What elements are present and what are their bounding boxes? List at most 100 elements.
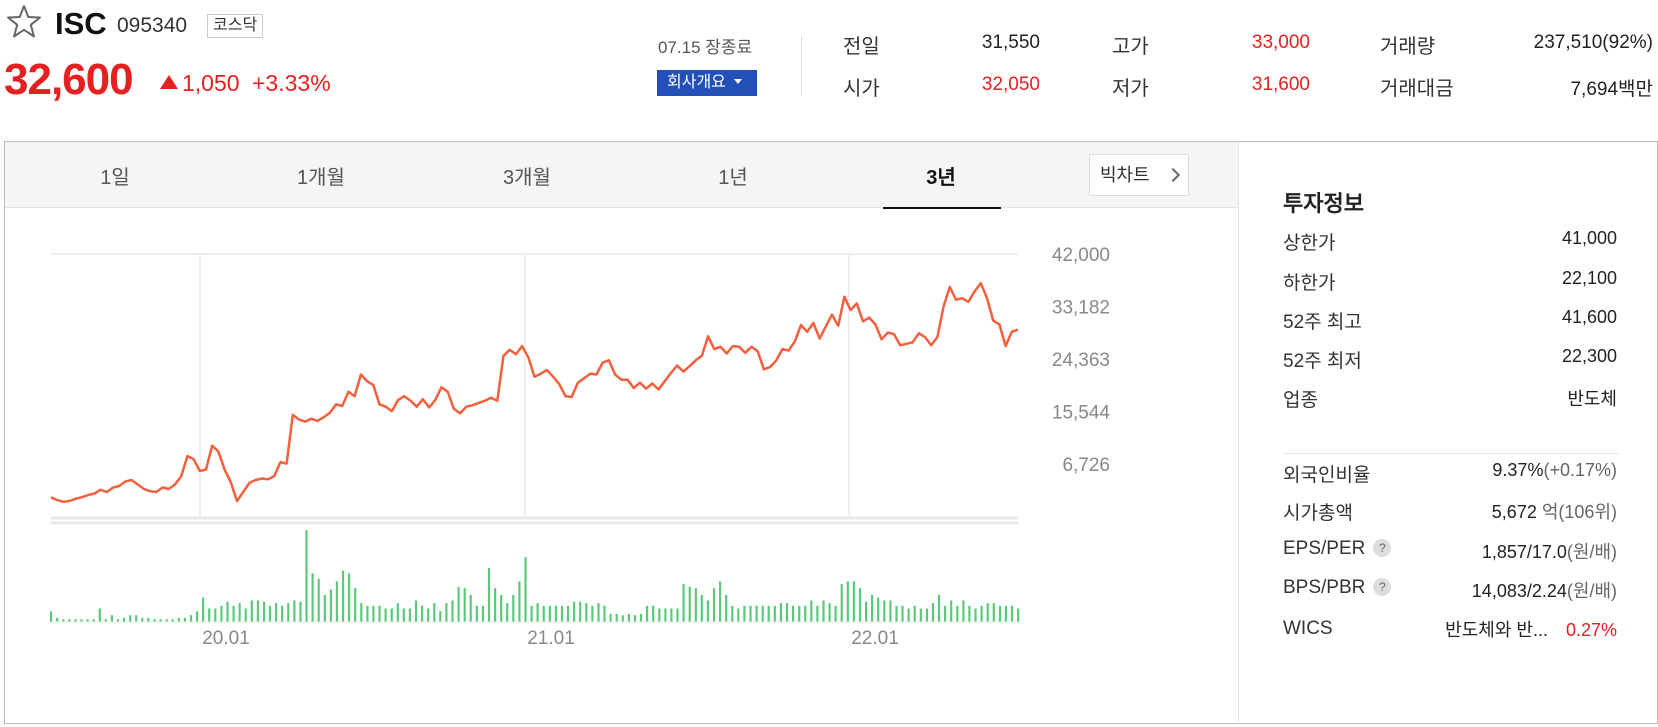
- volume-bar: [658, 608, 661, 622]
- volume-bar: [268, 605, 272, 622]
- volume-bar: [974, 608, 977, 622]
- volume-bar: [262, 601, 266, 622]
- volume-bar: [360, 603, 363, 622]
- volume-bar: [840, 584, 843, 622]
- volume-bar: [804, 605, 807, 622]
- volume-bar: [944, 605, 947, 622]
- volume-bar: [177, 617, 180, 622]
- foreign-ratio-change: (+0.17%): [1543, 460, 1617, 480]
- volume-bar: [828, 603, 831, 622]
- volume-bar: [1004, 605, 1007, 622]
- y-tick-label: 33,182: [1052, 298, 1110, 319]
- volume-bar: [566, 605, 570, 622]
- volume-bar: [256, 600, 259, 622]
- volume-bar: [238, 603, 241, 622]
- volume-bar: [384, 608, 387, 622]
- volume-bar: [834, 605, 837, 622]
- volume-bar: [159, 619, 162, 622]
- volume-bar: [86, 619, 89, 622]
- volume-bar: [50, 611, 53, 622]
- quote-value-volume: 237,510(92%): [1533, 32, 1653, 53]
- volume-bar: [706, 600, 709, 622]
- volume-bar: [116, 619, 120, 622]
- big-chart-button[interactable]: 빅차트: [1089, 154, 1189, 196]
- y-tick-label: 24,363: [1052, 350, 1110, 371]
- volume-bar: [171, 619, 174, 622]
- stock-header: ISC 095340 코스닥 32,600 1,050 +3.33% 07.15…: [0, 0, 1658, 130]
- eps-per-value: 1,857/17.0(원/배): [1482, 538, 1617, 564]
- company-overview-button[interactable]: 회사개요: [657, 70, 757, 96]
- market-date-status: 07.15 장종료: [658, 38, 753, 57]
- volume-bar: [408, 608, 411, 622]
- bps-pbr-unit: (원/배): [1566, 581, 1617, 601]
- wics-label: WICS: [1283, 618, 1333, 639]
- volume-bar: [603, 605, 606, 622]
- wics-percent: 0.27%: [1565, 620, 1617, 640]
- volume-bar: [585, 603, 588, 622]
- period-tabs: 1일 1개월 3개월 1년 3년 빅차트: [5, 142, 1238, 209]
- volume-bar: [986, 603, 989, 622]
- 52week-low-value: 22,300: [1561, 346, 1617, 366]
- volume-bar: [1017, 608, 1020, 622]
- quote-label-high: 고가: [1112, 36, 1149, 58]
- tab-3month[interactable]: 3개월: [503, 167, 551, 189]
- volume-bar: [773, 605, 776, 622]
- volume-bar: [621, 615, 624, 622]
- dropdown-caret-icon: [733, 79, 742, 84]
- volume-bar: [931, 603, 935, 622]
- bps-pbr-text: BPS/PBR: [1283, 577, 1366, 598]
- volume-bar: [110, 615, 113, 622]
- sector-value[interactable]: 반도체: [1567, 389, 1617, 409]
- price-line: [50, 281, 1019, 503]
- volume-bar: [104, 619, 107, 622]
- volume-bar: [688, 586, 691, 622]
- foreign-ratio-label: 외국인비율: [1283, 465, 1371, 486]
- volume-bar: [785, 603, 789, 622]
- eps-per-label: EPS/PER?: [1283, 538, 1392, 560]
- volume-bar: [378, 605, 381, 622]
- volume-bar: [998, 605, 1001, 622]
- wics-sector[interactable]: 반도체와 반...: [1445, 620, 1548, 640]
- volume-bar: [652, 605, 655, 622]
- favorite-star-icon[interactable]: [6, 4, 42, 40]
- volume-bar: [664, 608, 667, 622]
- volume-bar: [694, 588, 697, 622]
- x-tick-label: 20.01: [202, 628, 250, 649]
- quote-value-low: 31,600: [1251, 74, 1310, 95]
- volume-bar: [56, 617, 59, 622]
- volume-bar: [414, 600, 418, 622]
- upper-limit-value: 41,000: [1561, 228, 1617, 248]
- up-triangle-icon: [160, 75, 178, 89]
- tab-1month[interactable]: 1개월: [297, 167, 345, 189]
- volume-bar: [293, 600, 296, 622]
- volume-bar: [700, 594, 703, 622]
- volume-bar: [202, 597, 205, 622]
- tab-1day[interactable]: 1일: [100, 167, 130, 189]
- volume-bar: [633, 615, 636, 622]
- volume-bar: [457, 586, 460, 622]
- tab-3year[interactable]: 3년: [926, 167, 956, 189]
- tab-1year[interactable]: 1년: [718, 167, 748, 189]
- volume-bar: [627, 613, 630, 622]
- volume-bar: [196, 611, 199, 622]
- 52week-high-value: 41,600: [1561, 307, 1617, 327]
- volume-bar: [402, 608, 405, 622]
- help-question-icon[interactable]: ?: [1373, 539, 1392, 557]
- volume-bar: [463, 588, 466, 622]
- volume-bar: [129, 615, 132, 622]
- volume-bar: [743, 605, 746, 622]
- price-chart[interactable]: 42,000 33,182 24,363 15,544 6,726 20.01 21.01 2…: [5, 208, 1238, 725]
- volume-bar: [183, 617, 186, 622]
- bps-pbr-label: BPS/PBR?: [1283, 577, 1392, 599]
- active-tab-indicator: [883, 207, 1001, 209]
- volume-bar: [725, 594, 728, 622]
- volume-bar: [439, 611, 442, 622]
- volume-bar: [682, 584, 685, 622]
- volume-bar: [579, 601, 582, 622]
- volume-bar: [372, 605, 375, 622]
- help-question-icon[interactable]: ?: [1373, 578, 1392, 596]
- lower-limit-label: 하한가: [1283, 273, 1336, 294]
- volume-bar: [913, 605, 916, 622]
- volume-bar: [427, 608, 430, 622]
- volume-bar: [852, 581, 855, 622]
